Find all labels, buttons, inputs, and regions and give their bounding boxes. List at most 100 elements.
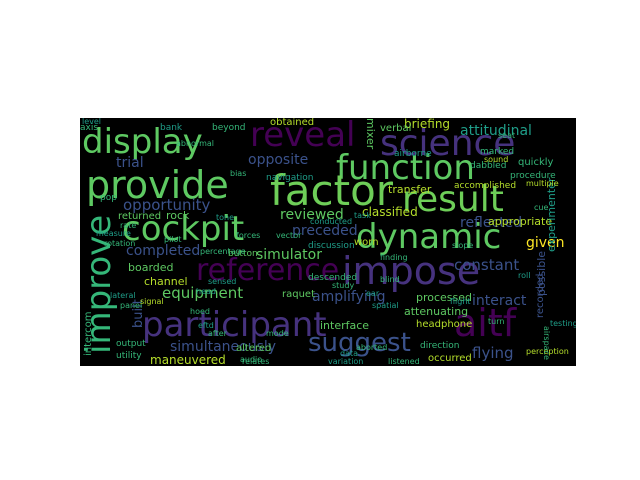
word-cockpit: cockpit [122,209,245,249]
word-channel: channel [144,275,188,288]
word-display: display [82,122,203,162]
word-processed: processed [416,291,473,304]
word-ear: ear [366,289,380,298]
word-headphone: headphone [416,319,473,330]
word-participant: participant [142,305,327,345]
word-suggest: suggest [308,328,411,358]
word-simulator: simulator [256,247,322,263]
word-finding: finding [380,253,408,262]
word-reveal: reveal [250,118,356,155]
word-simultaneously: simultaneously [170,339,277,355]
word-after: after [208,329,227,338]
word-variation: variation [328,357,364,366]
word-rock: rock [166,209,190,222]
word-beyond: beyond [212,123,246,133]
word-airborne: airborne [394,149,432,159]
word-audio: audio [240,355,263,364]
word-forces: forces [236,231,261,240]
word-briefing: briefing [404,118,451,131]
word-head: head [196,287,216,296]
word-slope: slope [452,241,474,250]
word-lateral: lateral [110,291,136,300]
word-accomplished: accomplished [454,181,517,191]
word-level: level [82,118,102,126]
word-mode: mode [266,329,289,338]
word-conducted: conducted [310,217,353,226]
word-study: study [332,281,355,290]
word-given: given [526,235,565,251]
word-panel: panel [120,301,143,310]
word-occurred: occurred [428,353,472,364]
word-quickly: quickly [518,157,554,168]
word-flying: flying [472,344,514,362]
word-seat: seat [498,131,516,140]
word-interface: interface [320,319,370,332]
word-turn: turn [488,317,505,326]
word-transfer: transfer [388,183,432,196]
word-spatial: spatial [372,301,399,310]
word-worn: worn [354,237,379,248]
word-utility: utility [116,351,142,361]
word-perception: perception [526,347,569,356]
word-sound: sound [484,155,509,164]
word-abnormal: abnormal [176,139,215,148]
word-reflected: reflected [460,215,523,231]
word-bias: bias [230,169,247,178]
word-mixer: mixer [364,118,377,150]
word-intercom: intercom [83,311,94,356]
word-axis: axis [80,123,99,133]
word-vector: vector [276,231,302,240]
word-constant: constant [454,256,520,274]
word-cloud: display reveal science provide function facto… [80,118,576,366]
word-eftd: eftd [198,321,214,330]
word-testing: testing [550,319,576,328]
word-discussion: discussion [308,241,355,251]
word-signal: signal [140,297,164,306]
word-bank: bank [160,123,183,133]
word-returned: returned [118,211,162,222]
word-sensed: sensed [208,277,237,286]
word-measure: measure [96,229,131,238]
word-navigation: navigation [266,173,314,183]
word-percentage: percentage [200,247,246,256]
word-appropriate: appropriate [488,215,553,228]
word-provide: provide [86,163,229,207]
word-aborted: aborted [356,343,388,352]
word-classified: classified [362,205,418,219]
word-flight: flight [450,297,471,306]
word-preceded: preceded [292,223,358,239]
word-equipment: equipment [162,284,244,302]
word-descended: descended [308,273,358,283]
word-result: result [402,179,504,220]
word-interact: interact [472,293,527,309]
word-button: button [228,249,258,259]
word-airspace: airspace [542,326,551,360]
word-trial: trial [116,155,144,171]
word-listened: listened [388,357,420,366]
word-raquet: raquet [282,289,315,300]
word-boarded: boarded [128,261,174,274]
word-opportunity: opportunity [123,196,211,214]
word-function: function [336,148,475,188]
word-science: science [380,123,516,164]
word-roll: roll [518,271,531,280]
word-dabbled: dabbled [470,161,507,171]
word-completed: completed [126,243,201,259]
word-rate: rate [120,221,137,230]
word-data: data [340,349,359,358]
word-reference: reference [196,253,340,288]
word-opposite: opposite [248,152,309,168]
word-rotation: rotation [104,239,136,248]
word-tone: tone [216,213,235,222]
word-dynamic: dynamic [356,217,502,257]
word-attenuating: attenuating [404,305,469,318]
word-experimenter: experimenter [545,177,558,252]
word-factor: factor [270,166,394,215]
word-amplifying: amplifying [312,289,386,305]
word-direction: direction [420,341,460,351]
word-marked: marked [480,147,515,157]
word-cue: cue [534,203,549,212]
word-blind: blind [380,275,400,284]
word-altered: altered [236,343,272,354]
word-task: task [354,211,371,220]
